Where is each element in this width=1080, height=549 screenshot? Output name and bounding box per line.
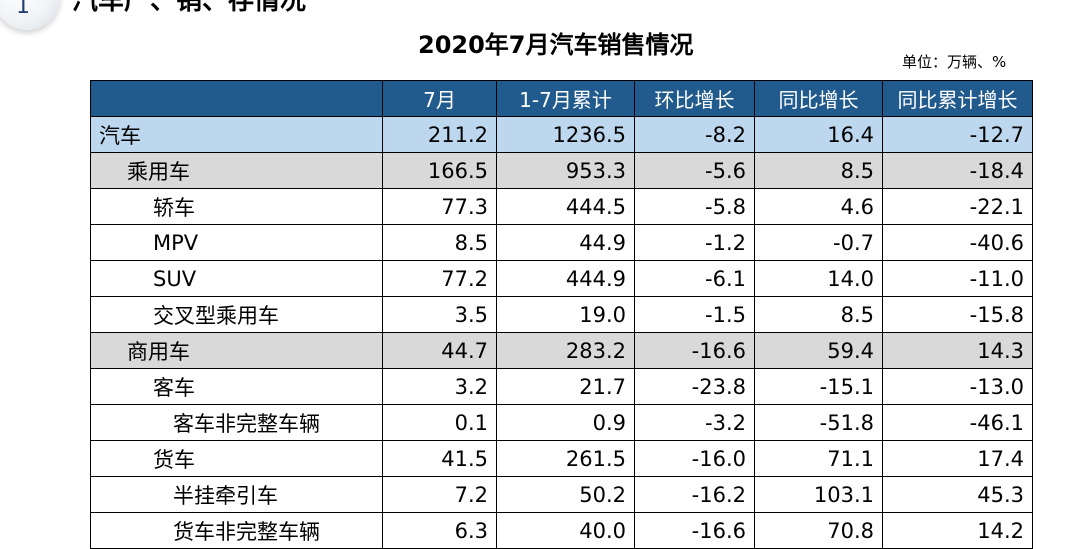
- row-value: -40.6: [882, 224, 1033, 261]
- row-value: 44.7: [382, 332, 497, 369]
- row-value: 7.2: [382, 476, 497, 513]
- row-value: 103.1: [754, 476, 883, 513]
- row-value: 444.9: [496, 260, 635, 297]
- table-title: 2020年7月汽车销售情况: [418, 31, 694, 59]
- row-value: 44.9: [496, 224, 635, 261]
- header-month: 7月: [382, 80, 497, 117]
- row-value: 166.5: [382, 152, 497, 189]
- row-value: 41.5: [382, 440, 497, 477]
- row-value: 14.3: [882, 332, 1033, 369]
- row-label: 货车: [90, 440, 383, 477]
- row-value: -46.1: [882, 404, 1033, 441]
- row-label: 客车: [90, 368, 383, 405]
- table-row: 商用车 44.7 283.2 -16.6 59.4 14.3: [90, 332, 1033, 369]
- header-yoy-growth: 同比增长: [754, 80, 883, 117]
- row-label: 交叉型乘用车: [90, 296, 383, 333]
- row-value: 17.4: [882, 440, 1033, 477]
- row-value: 444.5: [496, 188, 635, 225]
- row-value: -51.8: [754, 404, 883, 441]
- row-value: -18.4: [882, 152, 1033, 189]
- row-value: 77.3: [382, 188, 497, 225]
- row-value: -13.0: [882, 368, 1033, 405]
- unit-label: 单位：万辆、%: [902, 53, 1007, 71]
- row-value: 0.1: [382, 404, 497, 441]
- row-value: -0.7: [754, 224, 883, 261]
- row-label: 汽车: [90, 116, 383, 153]
- table-row: 货车 41.5 261.5 -16.0 71.1 17.4: [90, 440, 1033, 477]
- section-number-badge: 1: [0, 0, 60, 30]
- header-category: [90, 80, 383, 117]
- section-number: 1: [16, 0, 30, 19]
- row-value: -8.2: [634, 116, 755, 153]
- row-label: MPV: [90, 224, 383, 261]
- table-row: 交叉型乘用车 3.5 19.0 -1.5 8.5 -15.8: [90, 296, 1033, 333]
- table-row: 乘用车 166.5 953.3 -5.6 8.5 -18.4: [90, 152, 1033, 189]
- row-value: -6.1: [634, 260, 755, 297]
- row-value: 77.2: [382, 260, 497, 297]
- table-row: 半挂牵引车 7.2 50.2 -16.2 103.1 45.3: [90, 476, 1033, 513]
- header-ytd: 1-7月累计: [496, 80, 635, 117]
- table-row: SUV 77.2 444.9 -6.1 14.0 -11.0: [90, 260, 1033, 297]
- row-value: 50.2: [496, 476, 635, 513]
- row-value: 211.2: [382, 116, 497, 153]
- row-label: SUV: [90, 260, 383, 297]
- row-value: -16.2: [634, 476, 755, 513]
- row-value: 59.4: [754, 332, 883, 369]
- row-value: 283.2: [496, 332, 635, 369]
- row-value: 19.0: [496, 296, 635, 333]
- row-value: -15.8: [882, 296, 1033, 333]
- row-value: -12.7: [882, 116, 1033, 153]
- row-label: 乘用车: [90, 152, 383, 189]
- header-yoy-ytd-growth: 同比累计增长: [882, 80, 1033, 117]
- row-value: -15.1: [754, 368, 883, 405]
- row-label: 客车非完整车辆: [90, 404, 383, 441]
- row-value: 21.7: [496, 368, 635, 405]
- row-value: 3.2: [382, 368, 497, 405]
- table-header-row: 7月 1-7月累计 环比增长 同比增长 同比累计增长: [90, 80, 1033, 117]
- table-row: MPV 8.5 44.9 -1.2 -0.7 -40.6: [90, 224, 1033, 261]
- table-row: 客车非完整车辆 0.1 0.9 -3.2 -51.8 -46.1: [90, 404, 1033, 441]
- row-label: 半挂牵引车: [90, 476, 383, 513]
- table-row: 汽车 211.2 1236.5 -8.2 16.4 -12.7: [90, 116, 1033, 153]
- row-value: 45.3: [882, 476, 1033, 513]
- row-value: 261.5: [496, 440, 635, 477]
- row-label: 轿车: [90, 188, 383, 225]
- sales-table: 7月 1-7月累计 环比增长 同比增长 同比累计增长 汽车 211.2 1236.5…: [90, 80, 1033, 549]
- row-value: -3.2: [634, 404, 755, 441]
- row-value: 953.3: [496, 152, 635, 189]
- row-value: 16.4: [754, 116, 883, 153]
- row-value: 14.0: [754, 260, 883, 297]
- row-value: 1236.5: [496, 116, 635, 153]
- row-value: -5.8: [634, 188, 755, 225]
- row-value: 4.6: [754, 188, 883, 225]
- row-value: 8.5: [754, 296, 883, 333]
- row-value: 0.9: [496, 404, 635, 441]
- row-label: 商用车: [90, 332, 383, 369]
- row-value: -16.0: [634, 440, 755, 477]
- row-value: 8.5: [754, 152, 883, 189]
- table-row: 轿车 77.3 444.5 -5.8 4.6 -22.1: [90, 188, 1033, 225]
- row-value: 71.1: [754, 440, 883, 477]
- row-value: -1.2: [634, 224, 755, 261]
- row-value: 3.5: [382, 296, 497, 333]
- row-value: -16.6: [634, 332, 755, 369]
- row-value: -22.1: [882, 188, 1033, 225]
- row-value: -23.8: [634, 368, 755, 405]
- row-value: -11.0: [882, 260, 1033, 297]
- section-title: 汽车产、销、存情况: [72, 0, 307, 16]
- row-value: -1.5: [634, 296, 755, 333]
- row-value: -5.6: [634, 152, 755, 189]
- table-row: 客车 3.2 21.7 -23.8 -15.1 -13.0: [90, 368, 1033, 405]
- row-value: 8.5: [382, 224, 497, 261]
- header-mom-growth: 环比增长: [634, 80, 755, 117]
- table-body: 汽车 211.2 1236.5 -8.2 16.4 -12.7 乘用车 166.5 953.3-…: [90, 116, 1033, 549]
